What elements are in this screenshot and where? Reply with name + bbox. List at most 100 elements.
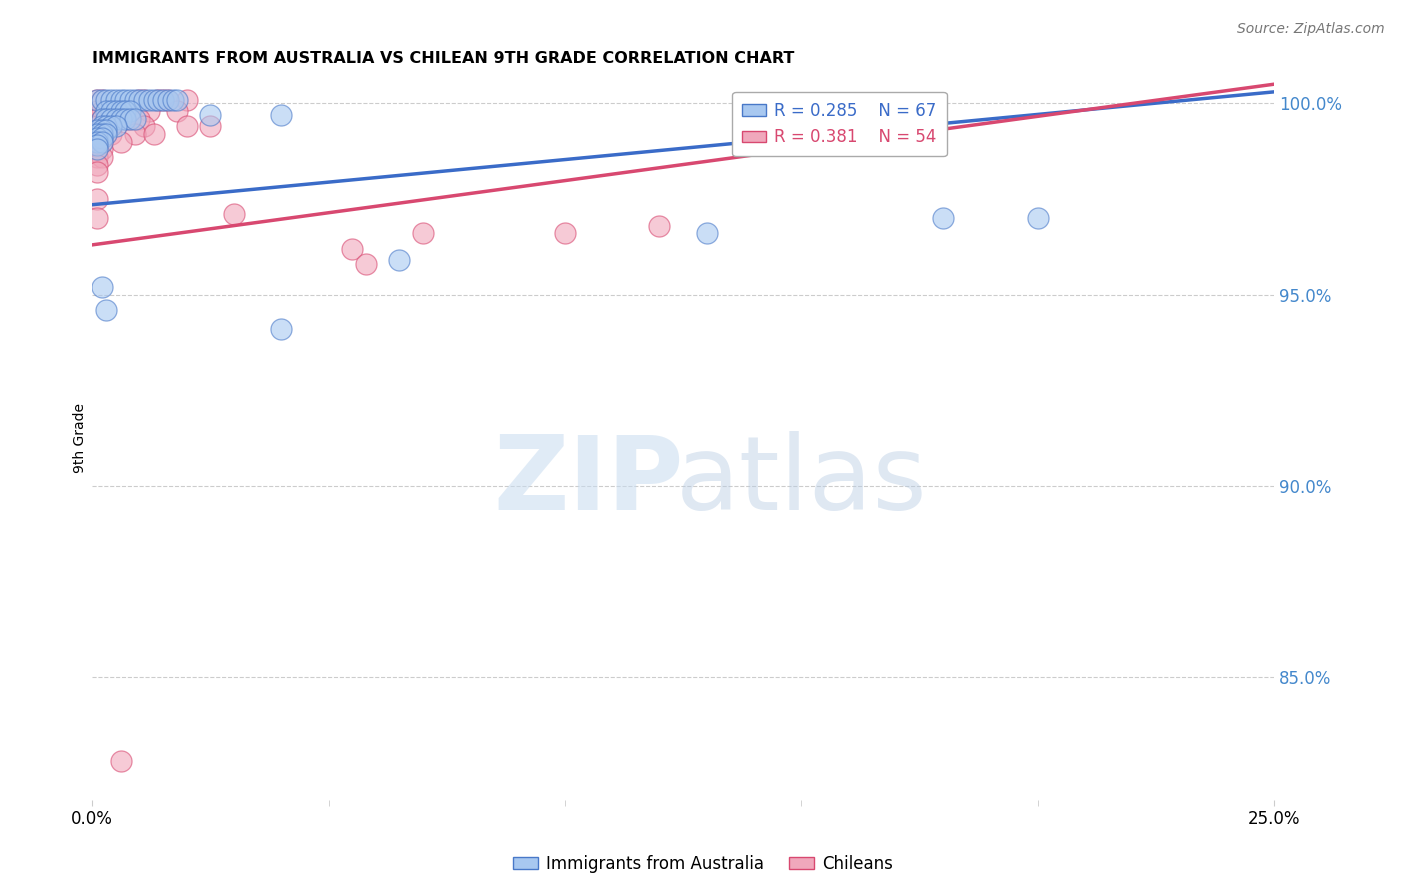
Point	[86, 192, 108, 206]
Point	[100, 103, 122, 118]
Point	[86, 120, 108, 134]
Point	[110, 112, 132, 126]
Point	[110, 93, 132, 107]
Point	[90, 112, 112, 126]
Point	[176, 93, 198, 107]
Point	[86, 123, 108, 137]
Point	[162, 93, 184, 107]
Point	[124, 112, 146, 126]
Point	[110, 103, 132, 118]
Text: atlas: atlas	[675, 431, 927, 532]
Point	[90, 103, 112, 118]
Point	[118, 112, 141, 126]
Point	[648, 219, 671, 233]
Point	[100, 120, 122, 134]
Point	[118, 103, 141, 118]
Point	[104, 120, 127, 134]
Point	[270, 108, 292, 122]
Point	[86, 103, 108, 118]
Point	[86, 165, 108, 179]
Legend: Immigrants from Australia, Chileans: Immigrants from Australia, Chileans	[506, 848, 900, 880]
Point	[90, 112, 112, 126]
Point	[86, 127, 108, 141]
Point	[166, 103, 188, 118]
Point	[128, 93, 150, 107]
Point	[86, 157, 108, 171]
Point	[90, 127, 112, 141]
Text: IMMIGRANTS FROM AUSTRALIA VS CHILEAN 9TH GRADE CORRELATION CHART: IMMIGRANTS FROM AUSTRALIA VS CHILEAN 9TH…	[93, 51, 794, 66]
Text: Source: ZipAtlas.com: Source: ZipAtlas.com	[1237, 22, 1385, 37]
Point	[166, 93, 188, 107]
Point	[86, 211, 108, 226]
Point	[86, 93, 108, 107]
Point	[134, 120, 156, 134]
Point	[932, 211, 955, 226]
Point	[96, 103, 118, 118]
Point	[148, 93, 170, 107]
Point	[110, 103, 132, 118]
Point	[114, 112, 136, 126]
Point	[110, 135, 132, 149]
Point	[90, 135, 112, 149]
Point	[90, 280, 112, 294]
Point	[134, 93, 156, 107]
Point	[86, 135, 108, 149]
Point	[128, 93, 150, 107]
Point	[554, 227, 576, 241]
Point	[90, 93, 112, 107]
Point	[90, 123, 112, 137]
Point	[118, 112, 141, 126]
Point	[86, 135, 108, 149]
Point	[388, 253, 411, 268]
Point	[156, 93, 179, 107]
Legend: R = 0.285    N = 67, R = 0.381    N = 54: R = 0.285 N = 67, R = 0.381 N = 54	[733, 92, 946, 156]
Point	[86, 93, 108, 107]
Point	[90, 130, 112, 145]
Point	[148, 93, 170, 107]
Point	[114, 103, 136, 118]
Point	[86, 142, 108, 156]
Point	[356, 257, 378, 271]
Point	[90, 127, 112, 141]
Point	[176, 120, 198, 134]
Point	[96, 93, 118, 107]
Point	[124, 93, 146, 107]
Point	[86, 150, 108, 164]
Point	[118, 93, 141, 107]
Point	[96, 302, 118, 317]
Point	[96, 120, 118, 134]
Point	[134, 93, 156, 107]
Point	[96, 103, 118, 118]
Point	[90, 135, 112, 149]
Point	[156, 93, 179, 107]
Point	[412, 227, 434, 241]
Point	[104, 112, 127, 126]
Text: ZIP: ZIP	[494, 431, 683, 532]
Point	[86, 138, 108, 153]
Point	[86, 112, 108, 126]
Point	[86, 142, 108, 156]
Point	[90, 142, 112, 156]
Point	[1026, 211, 1049, 226]
Point	[90, 120, 112, 134]
Point	[96, 127, 118, 141]
Point	[90, 120, 112, 134]
Point	[696, 227, 718, 241]
Point	[270, 322, 292, 336]
Point	[96, 112, 118, 126]
Point	[142, 127, 165, 141]
Point	[222, 207, 245, 221]
Point	[96, 127, 118, 141]
Point	[114, 112, 136, 126]
Point	[104, 103, 127, 118]
Point	[104, 93, 127, 107]
Point	[100, 112, 122, 126]
Point	[104, 103, 127, 118]
Point	[90, 93, 112, 107]
Point	[138, 103, 160, 118]
Point	[86, 130, 108, 145]
Point	[96, 120, 118, 134]
Point	[114, 93, 136, 107]
Point	[128, 112, 150, 126]
Point	[86, 127, 108, 141]
